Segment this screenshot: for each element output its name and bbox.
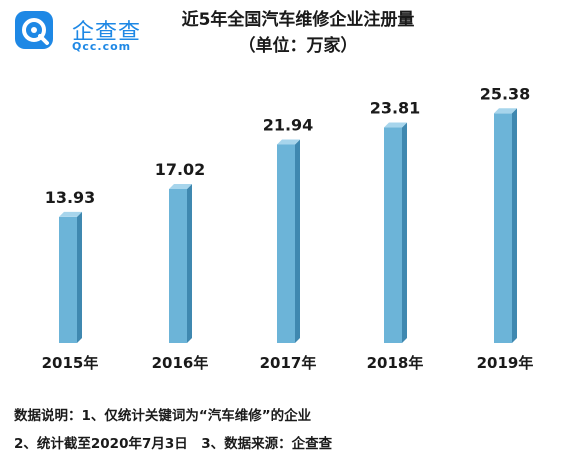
bar-2019年: 25.38 2019年 (477, 84, 534, 372)
bar-chart: 13.93 2015年 17.02 2016年 21.94 2017年 23.81 2018年… (42, 84, 534, 372)
logo-name: 企查查 (72, 20, 142, 45)
chart-subtitle: （单位：万家） (238, 36, 358, 56)
bar-2018年: 23.81 2018年 (367, 99, 424, 372)
category-label: 2015年 (42, 354, 99, 372)
logo-domain: Qcc.com (72, 40, 132, 53)
data-label: 25.38 (480, 84, 531, 103)
bar-side (77, 211, 82, 343)
bar-2016年: 17.02 2016年 (152, 160, 209, 372)
bar-top (277, 139, 300, 145)
data-label: 17.02 (155, 160, 206, 179)
bar-top (59, 211, 82, 217)
category-label: 2018年 (367, 354, 424, 372)
bar-top (384, 122, 407, 128)
data-label: 23.81 (370, 99, 421, 118)
bar-front (59, 216, 77, 343)
data-label: 13.93 (45, 188, 96, 207)
bar-front (169, 188, 187, 343)
bar-2015年: 13.93 2015年 (42, 188, 99, 372)
category-label: 2016年 (152, 354, 209, 372)
bar-side (512, 108, 517, 343)
category-label: 2017年 (260, 354, 317, 372)
bar-top (494, 108, 517, 114)
bar-front (384, 127, 402, 343)
qcc-logo-icon (15, 11, 53, 49)
bar-2017年: 21.94 2017年 (260, 115, 317, 372)
data-label: 21.94 (263, 115, 314, 134)
data-note-line-2: 2、统计截至2020年7月3日 3、数据来源：企查查 (14, 436, 333, 452)
data-note-line-1: 数据说明：1、仅统计关键词为“汽车维修”的企业 (14, 408, 312, 424)
bar-side (402, 122, 407, 343)
company-logo: 企查查 Qcc.com (14, 10, 144, 53)
bar-front (277, 144, 295, 343)
category-label: 2019年 (477, 354, 534, 372)
bar-side (295, 139, 300, 343)
bar-top (169, 183, 192, 189)
bar-front (494, 113, 512, 343)
chart-title: 近5年全国汽车维修企业注册量 (181, 10, 415, 30)
bar-side (187, 183, 192, 343)
